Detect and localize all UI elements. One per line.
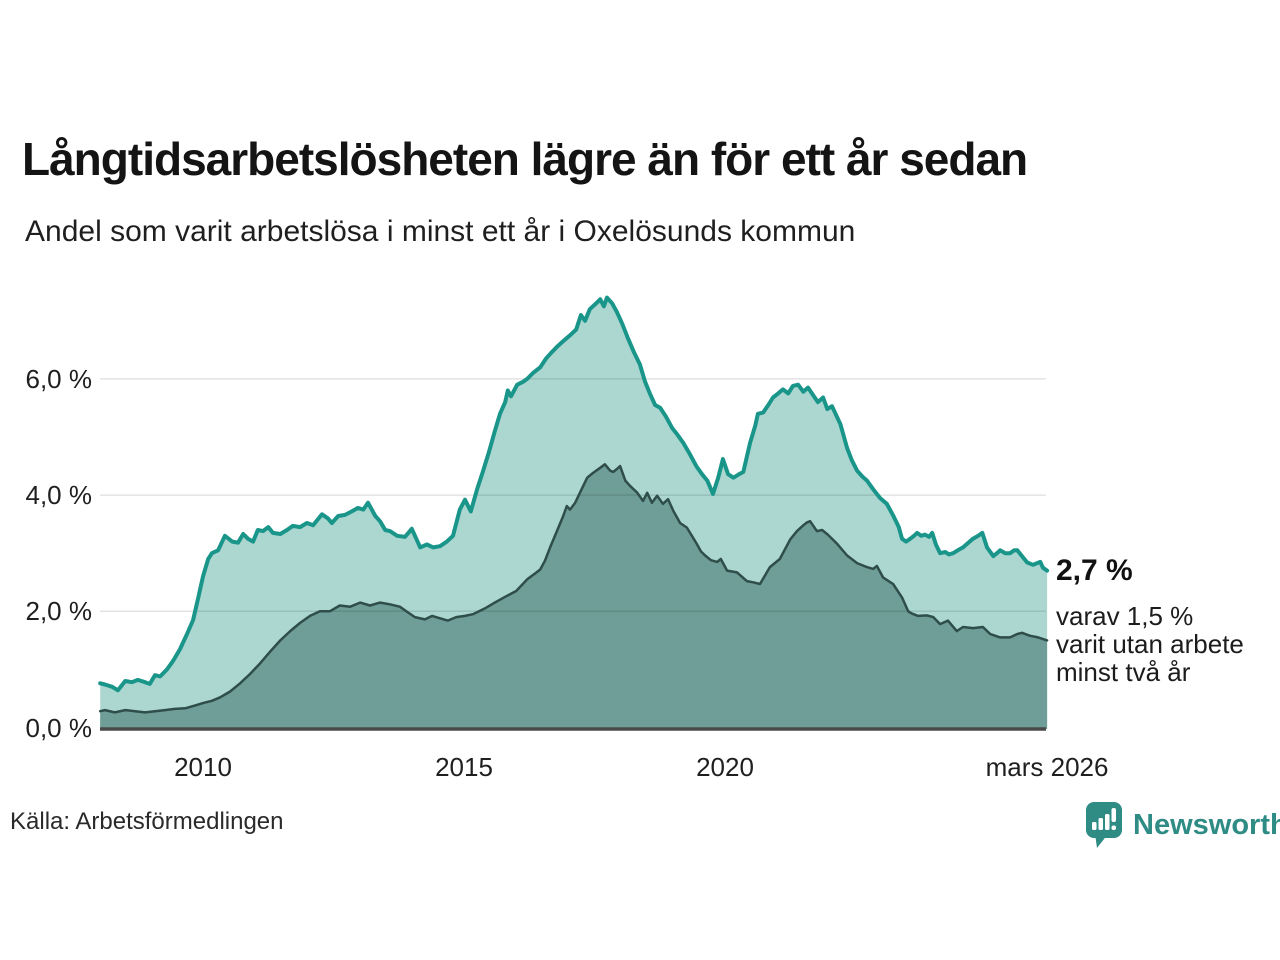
two-year-series-line	[98, 463, 1049, 714]
source-credit: Källa: Arbetsförmedlingen	[10, 808, 284, 835]
newsworthy-bubble-chart-icon	[1086, 802, 1122, 848]
detail-line-3: minst två år	[1056, 657, 1191, 687]
page-subtitle: Andel som varit arbetslösa i minst ett å…	[25, 215, 856, 248]
total-series-line	[98, 295, 1050, 693]
newsworthy-wordmark: Newsworthy	[1133, 808, 1280, 841]
page-title: Långtidsarbetslösheten lägre än för ett …	[22, 133, 1028, 185]
x-tick-label: 2015	[435, 752, 493, 782]
detail-line-1: varav 1,5 %	[1056, 601, 1194, 631]
y-tick-label: 2,0 %	[25, 596, 93, 627]
y-tick-label: 6,0 %	[25, 363, 93, 394]
x-tick-label: 2020	[696, 752, 754, 782]
y-tick-label: 4,0 %	[25, 480, 93, 511]
y-tick-label: 0,0 %	[25, 712, 93, 743]
latest-value-detail: varav 1,5 % varit utan arbete minst två …	[1056, 602, 1244, 686]
x-tick-label: 2010	[174, 752, 232, 782]
latest-value-label: 2,7 %	[1056, 554, 1133, 587]
detail-line-2: varit utan arbete	[1056, 629, 1244, 659]
two-year-series-area	[100, 464, 1048, 729]
newsworthy-logo: Newsworthy	[1084, 800, 1280, 850]
x-tick-label: mars 2026	[985, 752, 1109, 782]
